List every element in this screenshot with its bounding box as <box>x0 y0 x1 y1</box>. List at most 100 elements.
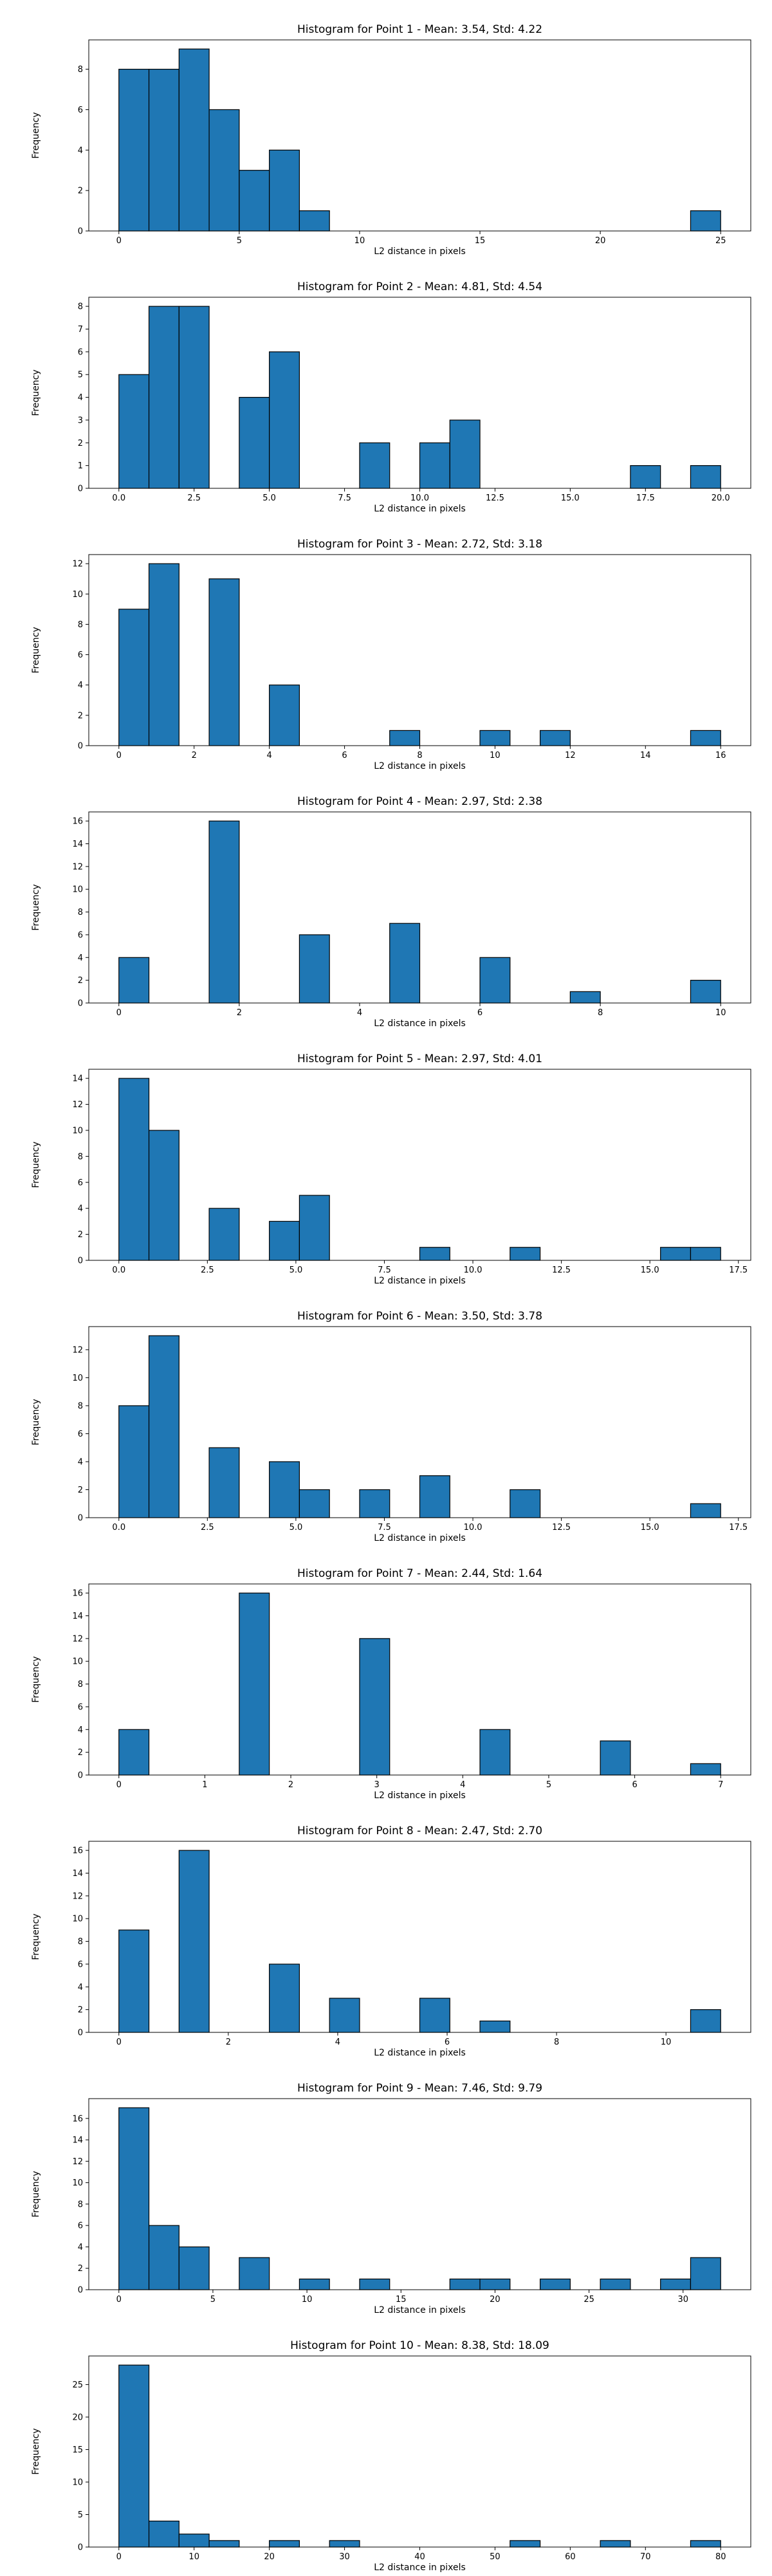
x-tick-label: 0 <box>116 236 122 246</box>
x-tick-label: 6 <box>342 751 347 760</box>
y-tick-label: 4 <box>78 146 83 156</box>
y-tick-label: 8 <box>78 302 83 312</box>
x-tick-label: 6 <box>632 1780 637 1790</box>
y-axis-label: Frequency <box>31 2171 41 2217</box>
x-axis-label: L2 distance in pixels <box>374 1533 466 1543</box>
histogram-panel: Histogram for Point 6 - Mean: 3.50, Std:… <box>31 1310 751 1543</box>
chart-title: Histogram for Point 6 - Mean: 3.50, Std:… <box>297 1310 542 1323</box>
y-tick-label: 12 <box>72 862 83 872</box>
y-tick-label: 10 <box>72 2478 83 2487</box>
chart-title: Histogram for Point 1 - Mean: 3.54, Std:… <box>297 23 542 36</box>
histogram-bar <box>569 991 601 1004</box>
histogram-bar <box>208 2540 240 2548</box>
y-axis-label: Frequency <box>31 884 41 930</box>
y-tick-label: 5 <box>78 2510 83 2520</box>
x-tick-label: 0.0 <box>112 493 125 503</box>
x-tick-label: 8 <box>554 2038 559 2047</box>
y-tick-label: 8 <box>78 908 83 917</box>
histogram-bar <box>239 396 270 489</box>
histogram-panel: Histogram for Point 10 - Mean: 8.38, Std… <box>31 2339 751 2573</box>
x-tick-label: 2.5 <box>201 1523 214 1532</box>
x-tick-label: 25 <box>715 236 726 246</box>
y-tick-label: 16 <box>72 1846 83 1856</box>
y-tick-label: 4 <box>78 1983 83 1992</box>
x-tick-label: 7.5 <box>338 493 351 503</box>
histogram-bar <box>299 210 330 232</box>
y-tick-label: 10 <box>72 590 83 600</box>
chart-title: Histogram for Point 9 - Mean: 7.46, Std:… <box>297 2082 542 2095</box>
chart-title: Histogram for Point 2 - Mean: 4.81, Std:… <box>297 281 542 293</box>
y-axis-label: Frequency <box>31 2428 41 2474</box>
x-tick-label: 5 <box>210 2295 216 2305</box>
x-tick-label: 2 <box>288 1780 293 1790</box>
y-tick-label: 0 <box>78 1256 83 1266</box>
histogram-panel: Histogram for Point 4 - Mean: 2.97, Std:… <box>31 795 751 1029</box>
histogram-bar <box>449 2278 481 2290</box>
y-tick-label: 2 <box>78 976 83 986</box>
x-tick-label: 7 <box>718 1780 723 1790</box>
histogram-bar <box>269 685 300 746</box>
y-tick-label: 4 <box>78 1725 83 1735</box>
histogram-bar <box>690 465 721 489</box>
y-tick-label: 2 <box>78 1748 83 1758</box>
x-tick-label: 30 <box>339 2552 350 2562</box>
y-axis-label: Frequency <box>31 1399 41 1445</box>
y-tick-label: 6 <box>78 347 83 357</box>
histogram-bar <box>269 351 300 489</box>
x-tick-label: 4 <box>460 1780 465 1790</box>
histogram-bar <box>299 1195 330 1261</box>
x-tick-label: 17.5 <box>729 1523 748 1532</box>
histogram-bar <box>630 465 661 489</box>
histogram-panel: Histogram for Point 9 - Mean: 7.46, Std:… <box>31 2082 751 2315</box>
x-tick-label: 10.0 <box>410 493 429 503</box>
x-axis-label: L2 distance in pixels <box>374 2048 466 2058</box>
histogram-bar <box>660 2278 692 2290</box>
x-tick-label: 14 <box>640 751 651 760</box>
x-tick-label: 2 <box>192 751 197 760</box>
x-tick-label: 15.0 <box>561 493 580 503</box>
chart-title: Histogram for Point 4 - Mean: 2.97, Std:… <box>297 795 542 808</box>
y-tick-label: 14 <box>72 1074 83 1084</box>
histogram-panel: Histogram for Point 8 - Mean: 2.47, Std:… <box>31 1825 751 2058</box>
x-tick-label: 10 <box>354 236 365 246</box>
histogram-bar <box>208 1208 240 1261</box>
y-tick-label: 8 <box>78 65 83 75</box>
histogram-bar <box>299 934 330 1004</box>
x-tick-label: 4 <box>357 1008 362 1018</box>
histogram-bar <box>510 1247 541 1261</box>
histogram-bar <box>479 1729 511 1776</box>
y-tick-label: 12 <box>72 1100 83 1110</box>
x-tick-label: 4 <box>335 2038 340 2047</box>
histogram-bar <box>118 2107 150 2290</box>
y-tick-label: 2 <box>78 187 83 196</box>
y-tick-label: 5 <box>78 371 83 380</box>
histogram-bar <box>600 1740 631 1776</box>
chart-title: Histogram for Point 3 - Mean: 2.72, Std:… <box>297 538 542 551</box>
x-tick-label: 10 <box>302 2295 313 2305</box>
histogram-bar <box>690 1503 721 1518</box>
y-axis-label: Frequency <box>31 1141 41 1188</box>
x-tick-label: 0 <box>116 1780 122 1790</box>
histogram-bar <box>118 1929 150 2033</box>
y-tick-label: 0 <box>78 2543 83 2553</box>
histogram-bar <box>118 1405 150 1518</box>
y-tick-label: 10 <box>72 1374 83 1383</box>
x-tick-label: 0 <box>116 751 122 760</box>
y-tick-label: 12 <box>72 1634 83 1644</box>
histogram-bar <box>148 1335 179 1518</box>
x-tick-label: 12.5 <box>486 493 504 503</box>
y-tick-label: 6 <box>78 650 83 660</box>
histogram-bar <box>148 563 179 746</box>
x-tick-label: 70 <box>640 2552 651 2562</box>
histogram-panel: Histogram for Point 7 - Mean: 2.44, Std:… <box>31 1567 751 1801</box>
histogram-bar <box>269 1461 300 1518</box>
chart-title: Histogram for Point 7 - Mean: 2.44, Std:… <box>297 1567 542 1580</box>
y-tick-label: 10 <box>72 885 83 895</box>
axes-frame <box>88 554 751 746</box>
histogram-bar <box>118 609 150 746</box>
x-tick-label: 2.5 <box>187 493 201 503</box>
histogram-panel: Histogram for Point 3 - Mean: 2.72, Std:… <box>31 538 751 771</box>
y-tick-label: 10 <box>72 2178 83 2188</box>
histogram-bar <box>389 923 421 1004</box>
